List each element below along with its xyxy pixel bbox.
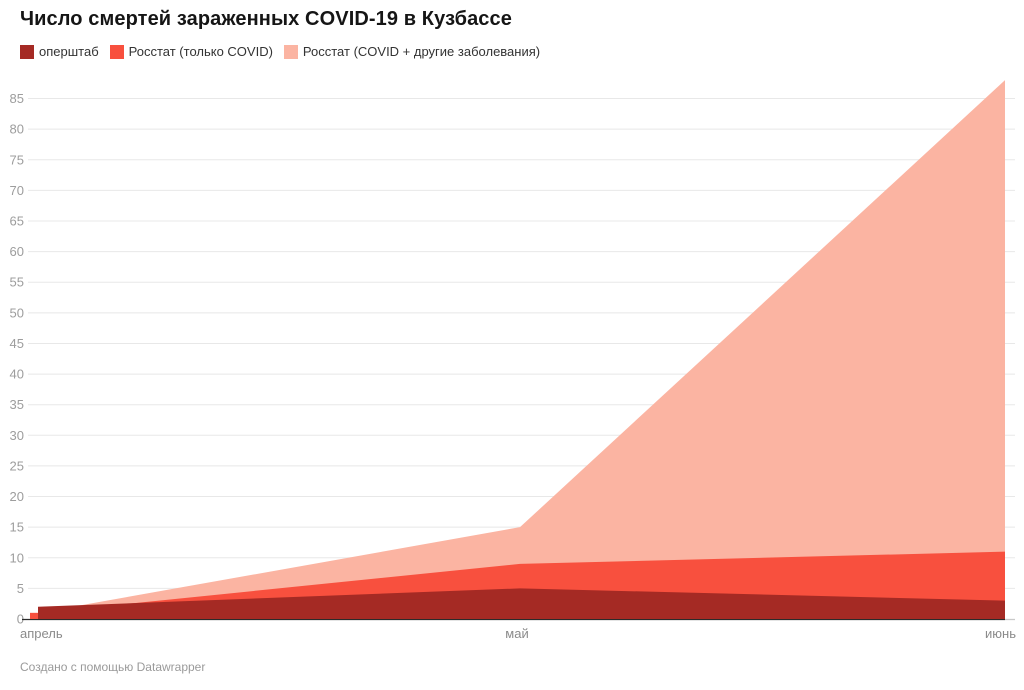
y-tick-label-35: 35	[10, 397, 24, 412]
y-tick-label-5: 5	[17, 581, 24, 596]
y-tick-label-20: 20	[10, 489, 24, 504]
y-tick-label-85: 85	[10, 91, 24, 106]
x-tick-label-1: май	[505, 626, 528, 641]
y-tick-label-55: 55	[10, 275, 24, 290]
legend-label: Росстат (только COVID)	[128, 44, 273, 59]
y-tick-label-0: 0	[17, 612, 24, 627]
chart-legend: оперштаб Росстат (только COVID) Росстат …	[20, 44, 540, 59]
y-tick-label-45: 45	[10, 336, 24, 351]
chart-title: Число смертей зараженных COVID-19 в Кузб…	[20, 8, 512, 30]
y-tick-label-65: 65	[10, 214, 24, 229]
legend-swatch-rosstat-covid-other	[283, 44, 298, 59]
y-tick-label-40: 40	[10, 367, 24, 382]
y-tick-label-25: 25	[10, 458, 24, 473]
y-tick-label-60: 60	[10, 244, 24, 259]
x-tick-label-0: апрель	[20, 626, 63, 641]
y-tick-label-75: 75	[10, 152, 24, 167]
legend-swatch-rosstat-covid	[109, 44, 124, 59]
legend-item-rosstat-covid-other: Росстат (COVID + другие заболевания)	[283, 44, 541, 59]
footer-credit: Создано с помощью Datawrapper	[20, 660, 206, 674]
area-series-0	[38, 588, 1005, 619]
y-tick-label-80: 80	[10, 122, 24, 137]
legend-label: Росстат (COVID + другие заболевания)	[302, 44, 541, 59]
area-series-2	[30, 80, 1005, 619]
legend-swatch-opershtab	[20, 44, 34, 59]
x-tick-label-2: июнь	[985, 626, 1016, 641]
legend-item-rosstat-covid: Росстат (только COVID)	[109, 44, 273, 59]
y-tick-label-15: 15	[10, 520, 24, 535]
y-tick-label-70: 70	[10, 183, 24, 198]
legend-item-opershtab: оперштаб	[20, 44, 99, 59]
legend-label: оперштаб	[39, 44, 99, 59]
y-tick-label-30: 30	[10, 428, 24, 443]
y-tick-label-10: 10	[10, 550, 24, 565]
y-tick-label-50: 50	[10, 305, 24, 320]
